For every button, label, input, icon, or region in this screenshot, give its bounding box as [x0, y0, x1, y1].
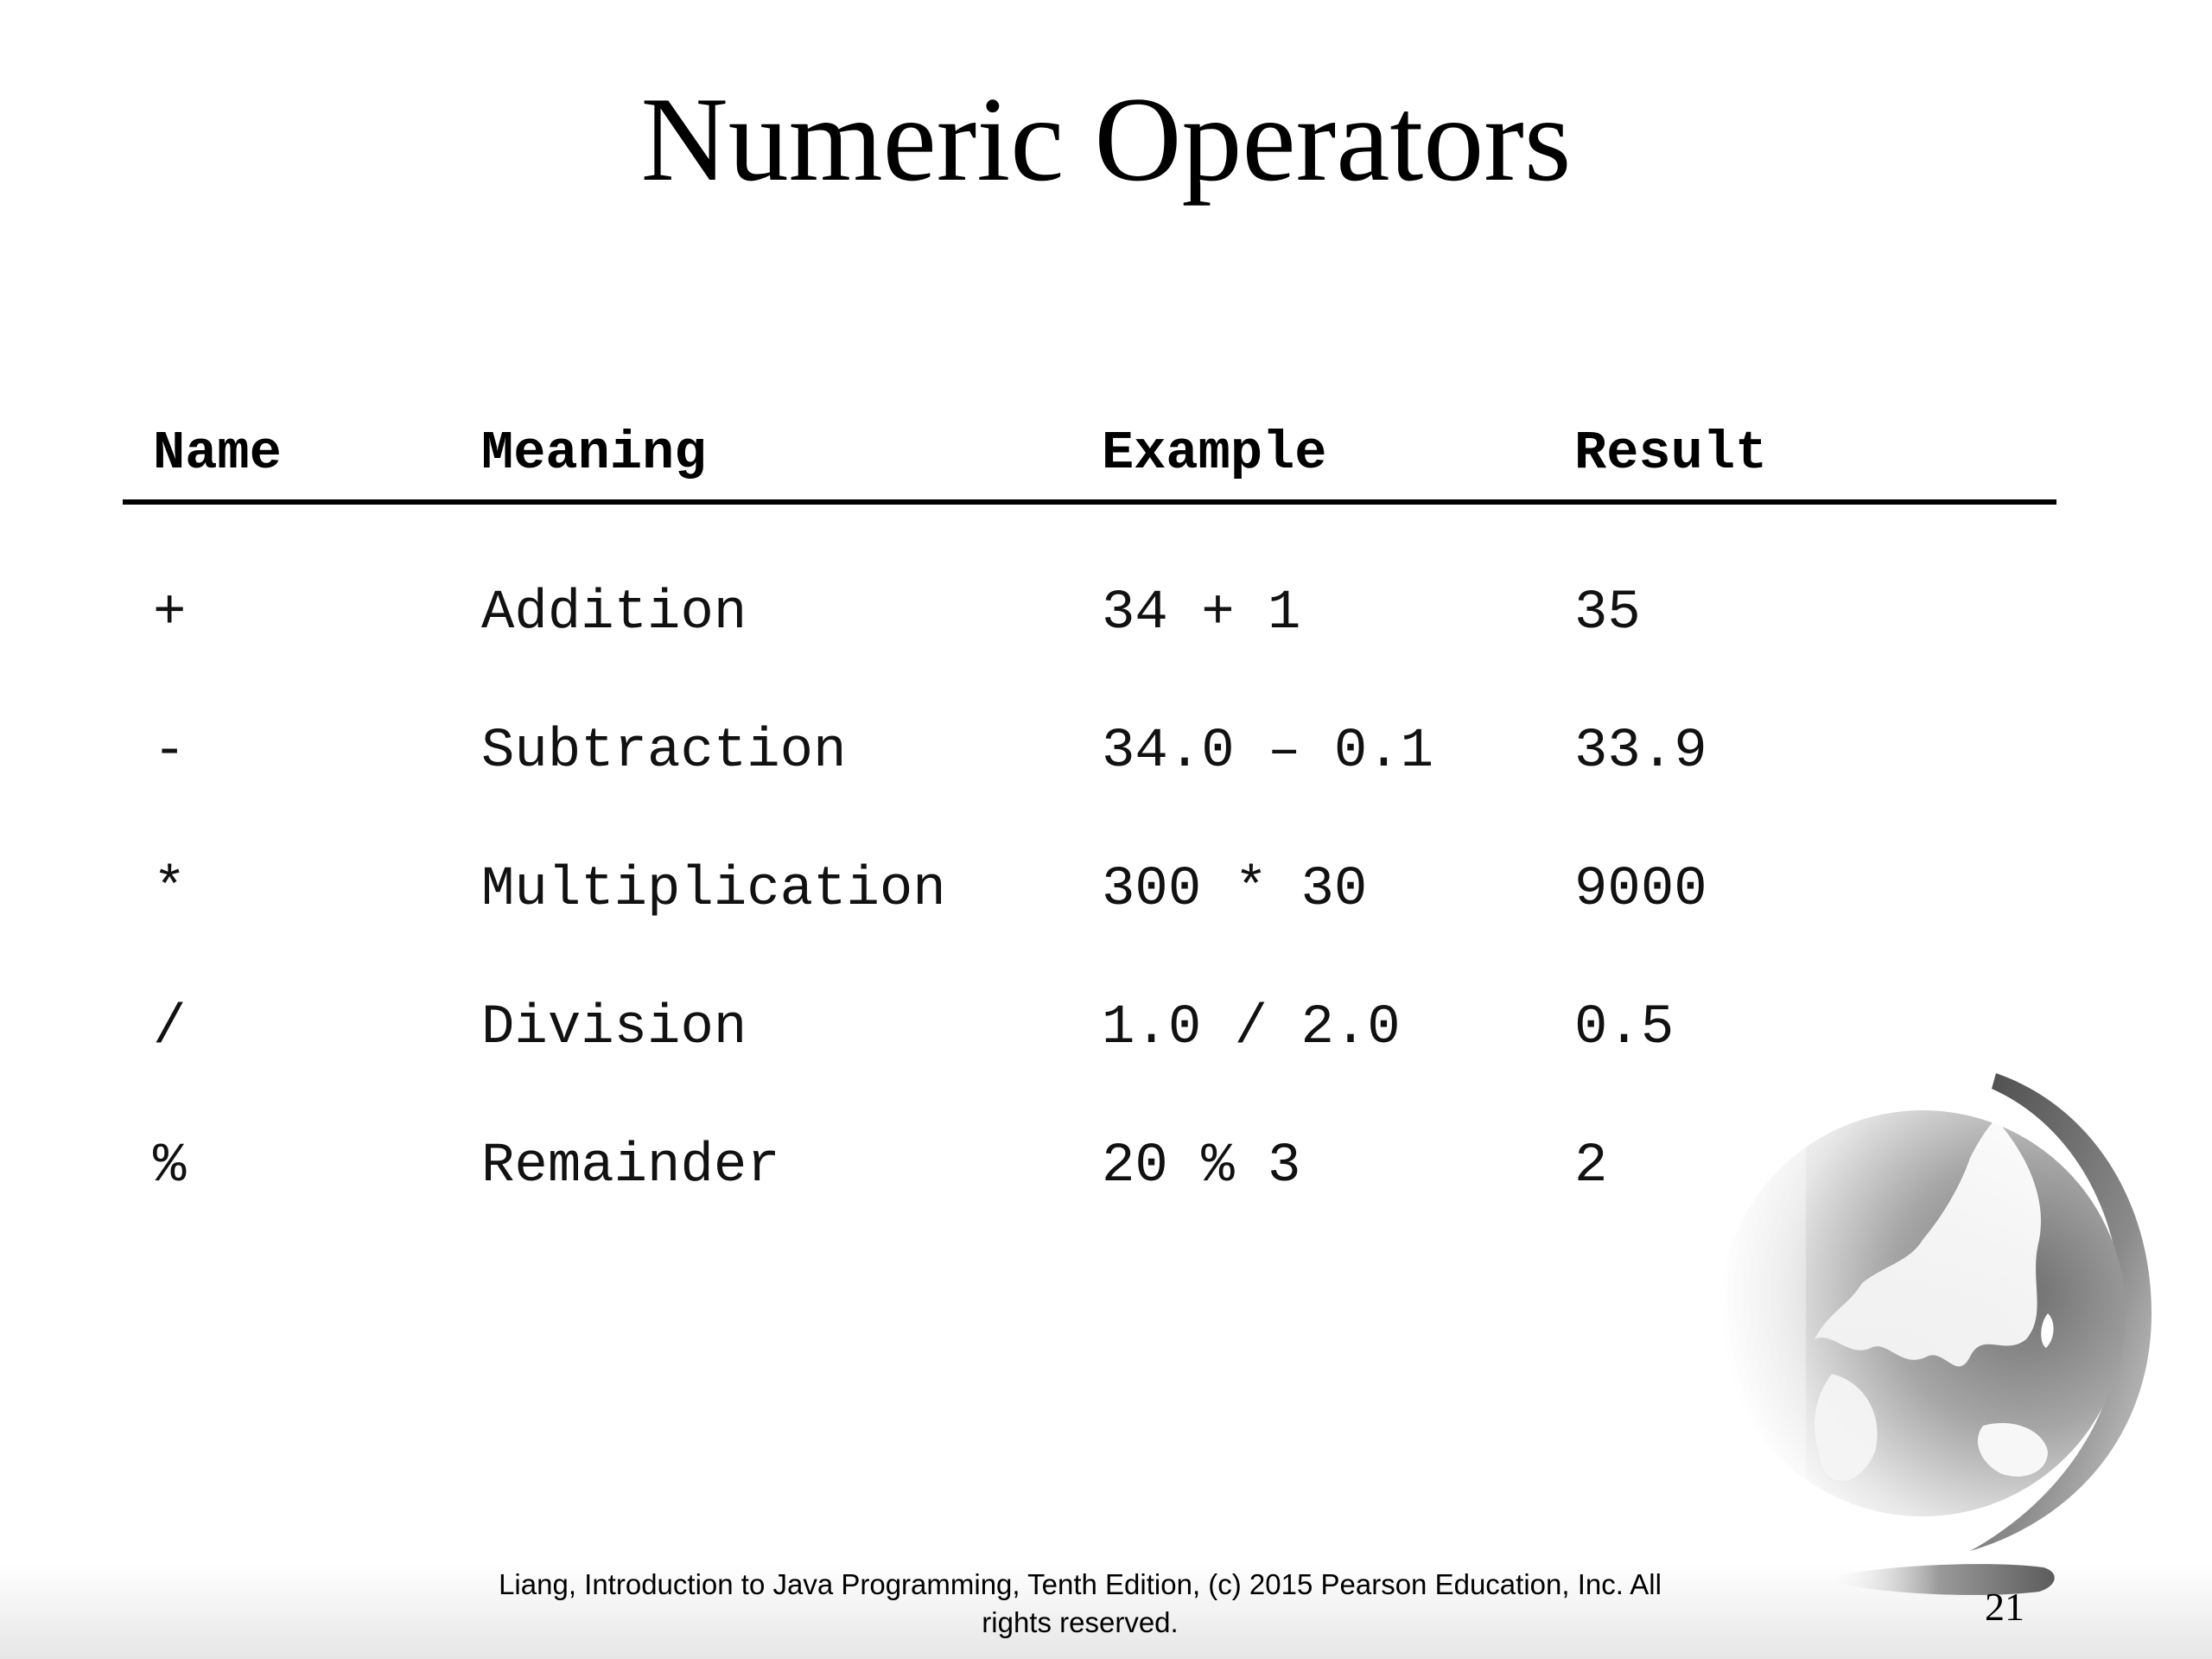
- operator-example: 34 + 1: [1102, 582, 1301, 645]
- operator-example: 300 * 30: [1102, 859, 1368, 921]
- operator-result: 33.9: [1574, 721, 1707, 783]
- operator-example: 20 % 3: [1102, 1135, 1301, 1198]
- operator-result: 2: [1574, 1135, 1608, 1198]
- header-example: Example: [1102, 423, 1327, 484]
- table-header-row: Name Meaning Example Result: [123, 406, 2058, 505]
- page-number: 21: [1985, 1585, 2024, 1629]
- operator-result: 35: [1574, 582, 1641, 645]
- operator-symbol: -: [153, 721, 187, 783]
- copyright-line-1: Liang, Introduction to Java Programming,…: [499, 1568, 1662, 1600]
- operator-symbol: /: [153, 997, 187, 1059]
- operator-symbol: *: [153, 859, 187, 921]
- slide-title: Numeric Operators: [640, 73, 1572, 207]
- operator-meaning: Division: [481, 997, 747, 1059]
- table-row: + Addition 34 + 1 35: [123, 544, 2058, 683]
- globe-icon: [1685, 1054, 2152, 1555]
- operator-result: 9000: [1574, 859, 1707, 921]
- table-row: / Division 1.0 / 2.0 0.5: [123, 959, 2058, 1097]
- header-result: Result: [1574, 423, 1768, 484]
- table-body: + Addition 34 + 1 35 - Subtraction 34.0 …: [123, 544, 2058, 1236]
- operator-meaning: Subtraction: [481, 721, 847, 783]
- header-meaning: Meaning: [481, 423, 707, 484]
- header-divider: [123, 499, 2056, 505]
- operator-symbol: +: [153, 582, 187, 645]
- operator-meaning: Multiplication: [481, 859, 946, 921]
- operator-example: 34.0 – 0.1: [1102, 721, 1434, 783]
- table-row: * Multiplication 300 * 30 9000: [123, 821, 2058, 959]
- copyright-line-2: rights reserved.: [982, 1606, 1179, 1638]
- table-row: % Remainder 20 % 3 2: [123, 1097, 2058, 1236]
- operator-symbol: %: [153, 1135, 187, 1198]
- operators-table: Name Meaning Example Result + Addition 3…: [123, 406, 2058, 1198]
- operator-example: 1.0 / 2.0: [1102, 997, 1401, 1059]
- operator-result: 0.5: [1574, 997, 1675, 1059]
- header-name: Name: [153, 423, 282, 484]
- copyright-footer: Liang, Introduction to Java Programming,…: [449, 1566, 1711, 1642]
- operator-meaning: Remainder: [481, 1135, 780, 1198]
- page-number-badge-icon: [1823, 1564, 2055, 1595]
- table-row: - Subtraction 34.0 – 0.1 33.9: [123, 683, 2058, 821]
- operator-meaning: Addition: [481, 582, 747, 645]
